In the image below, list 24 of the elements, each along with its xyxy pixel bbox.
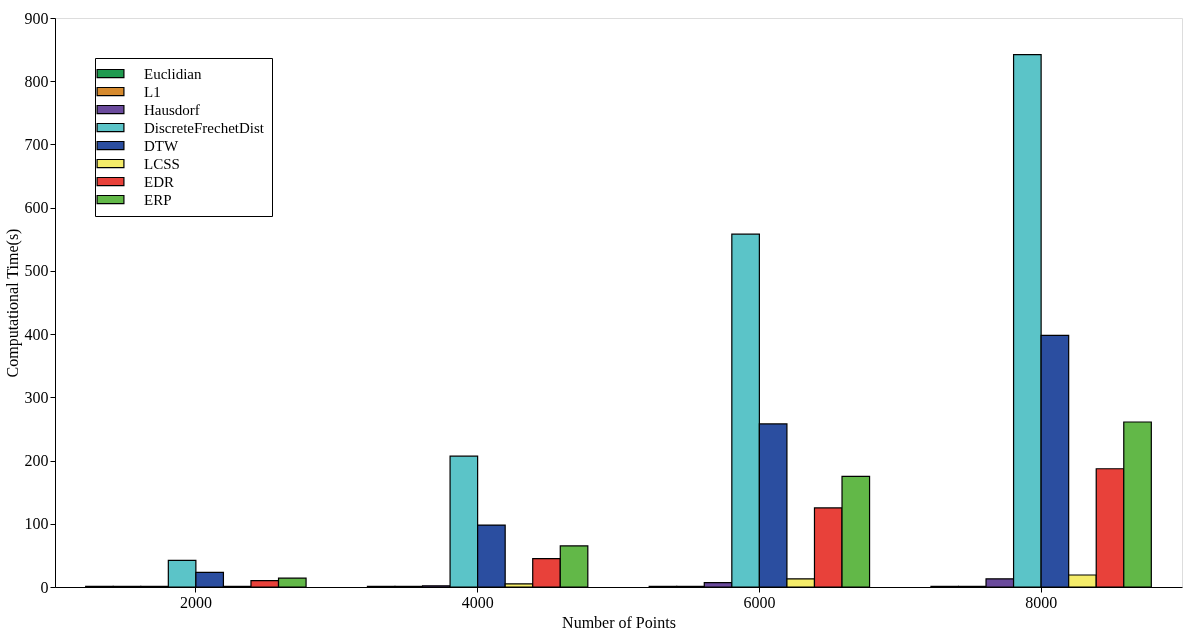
y-tick-label: 800 <box>24 72 49 90</box>
legend-label: L1 <box>144 83 161 100</box>
y-tick-label: 200 <box>24 452 49 470</box>
y-tick-label: 500 <box>24 262 49 280</box>
x-tick-label: 4000 <box>461 593 494 611</box>
legend-label: DiscreteFrechetDist <box>144 119 265 136</box>
legend-label: Euclidian <box>144 65 202 82</box>
y-tick-label: 600 <box>24 199 49 217</box>
legend-label: DTW <box>144 137 179 154</box>
legend-label: ERP <box>144 191 172 208</box>
y-axis-title: Computational Time(s) <box>3 228 22 378</box>
x-axis-title: Number of Points <box>562 613 676 631</box>
y-tick-label: 400 <box>24 325 49 343</box>
legend-label: Hausdorf <box>144 101 200 118</box>
y-tick-label: 0 <box>40 578 49 596</box>
x-tick-label: 6000 <box>743 593 776 611</box>
x-tick-label: 8000 <box>1025 593 1058 611</box>
legend-label: EDR <box>144 173 174 190</box>
y-tick-label: 100 <box>24 515 49 533</box>
y-tick-label: 300 <box>24 388 49 406</box>
y-tick-label: 700 <box>24 135 49 153</box>
x-tick-label: 2000 <box>179 593 212 611</box>
legend-label: LCSS <box>144 155 180 172</box>
y-tick-label: 900 <box>24 9 49 27</box>
